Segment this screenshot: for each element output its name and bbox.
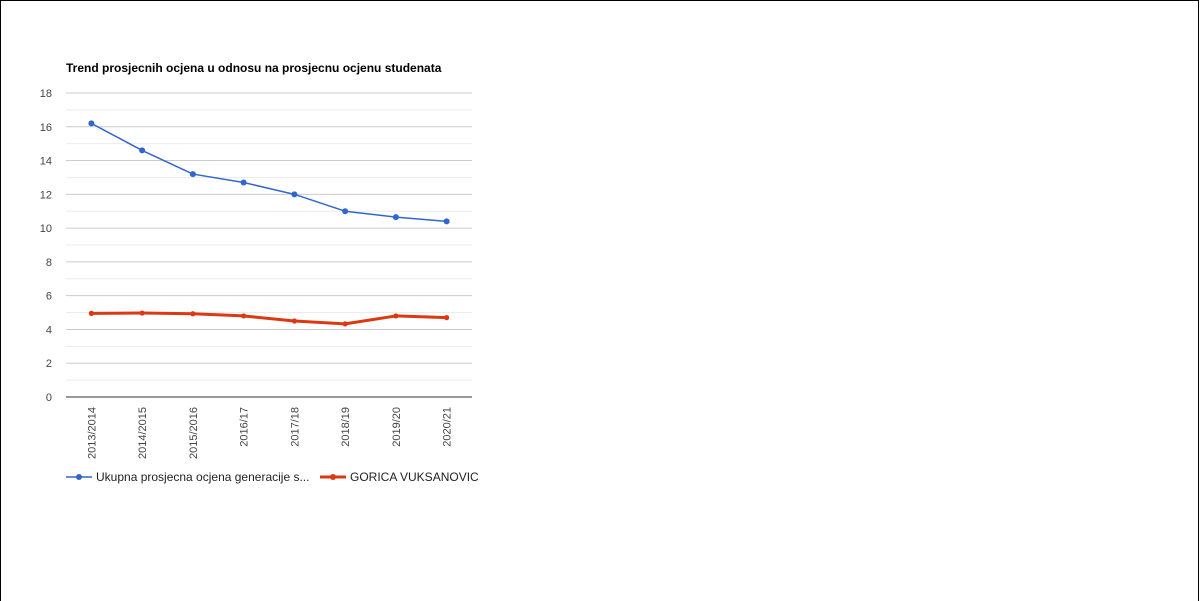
y-tick-label: 0	[46, 392, 52, 404]
series-lines	[88, 120, 450, 327]
legend: Ukupna prosjecna ocjena generacije s... G…	[66, 470, 479, 484]
data-point[interactable]	[291, 318, 297, 324]
y-tick-label: 10	[40, 223, 52, 235]
legend-label: GORICA VUKSANOVIC	[350, 470, 479, 484]
y-axis-ticks: 0 2 4 6 8 10 12 14 16 18	[40, 88, 52, 404]
x-axis-ticks: 2013/2014 2014/2015 2015/2016 2016/17 2017/1…	[86, 407, 453, 459]
data-point[interactable]	[139, 310, 145, 316]
y-tick-label: 2	[46, 358, 52, 370]
legend-item[interactable]: Ukupna prosjecna ocjena generacije s...	[66, 470, 309, 484]
y-tick-label: 14	[40, 156, 52, 168]
series-2	[88, 310, 450, 327]
data-point[interactable]	[342, 321, 348, 327]
data-point[interactable]	[88, 120, 95, 127]
series-line	[91, 311, 447, 326]
legend-item[interactable]: GORICA VUKSANOVIC	[320, 470, 479, 484]
data-point[interactable]	[291, 191, 298, 198]
x-tick-label: 2018/19	[340, 407, 352, 447]
x-tick-label: 2015/2016	[188, 407, 200, 459]
data-point[interactable]	[189, 171, 196, 178]
data-point[interactable]	[342, 208, 349, 215]
legend-swatch-dot	[76, 474, 82, 480]
x-tick-label: 2014/2015	[137, 407, 149, 459]
data-point[interactable]	[393, 313, 399, 319]
x-tick-label: 2019/20	[391, 407, 403, 447]
data-point[interactable]	[240, 179, 247, 186]
series-line	[91, 122, 447, 223]
legend-label: Ukupna prosjecna ocjena generacije s...	[96, 470, 309, 484]
x-tick-label: 2013/2014	[86, 407, 98, 459]
y-tick-label: 18	[40, 88, 52, 100]
data-point[interactable]	[241, 313, 247, 319]
x-tick-label: 2020/21	[442, 407, 454, 447]
y-tick-label: 8	[46, 257, 52, 269]
data-point[interactable]	[139, 147, 146, 154]
data-point[interactable]	[392, 214, 399, 221]
y-tick-label: 12	[40, 189, 52, 201]
data-point[interactable]	[443, 218, 450, 225]
data-point[interactable]	[88, 310, 94, 316]
chart-title: Trend prosjecnih ocjena u odnosu na pros…	[66, 61, 442, 75]
x-tick-label: 2017/18	[289, 407, 301, 447]
y-tick-label: 6	[46, 291, 52, 303]
data-point[interactable]	[444, 315, 450, 321]
series-1	[88, 120, 450, 225]
y-tick-label: 16	[40, 122, 52, 134]
legend-swatch-dot	[330, 474, 336, 480]
data-point[interactable]	[190, 311, 196, 317]
y-tick-label: 4	[46, 324, 52, 336]
grid-lines	[66, 92, 472, 398]
x-tick-label: 2016/17	[239, 407, 251, 447]
